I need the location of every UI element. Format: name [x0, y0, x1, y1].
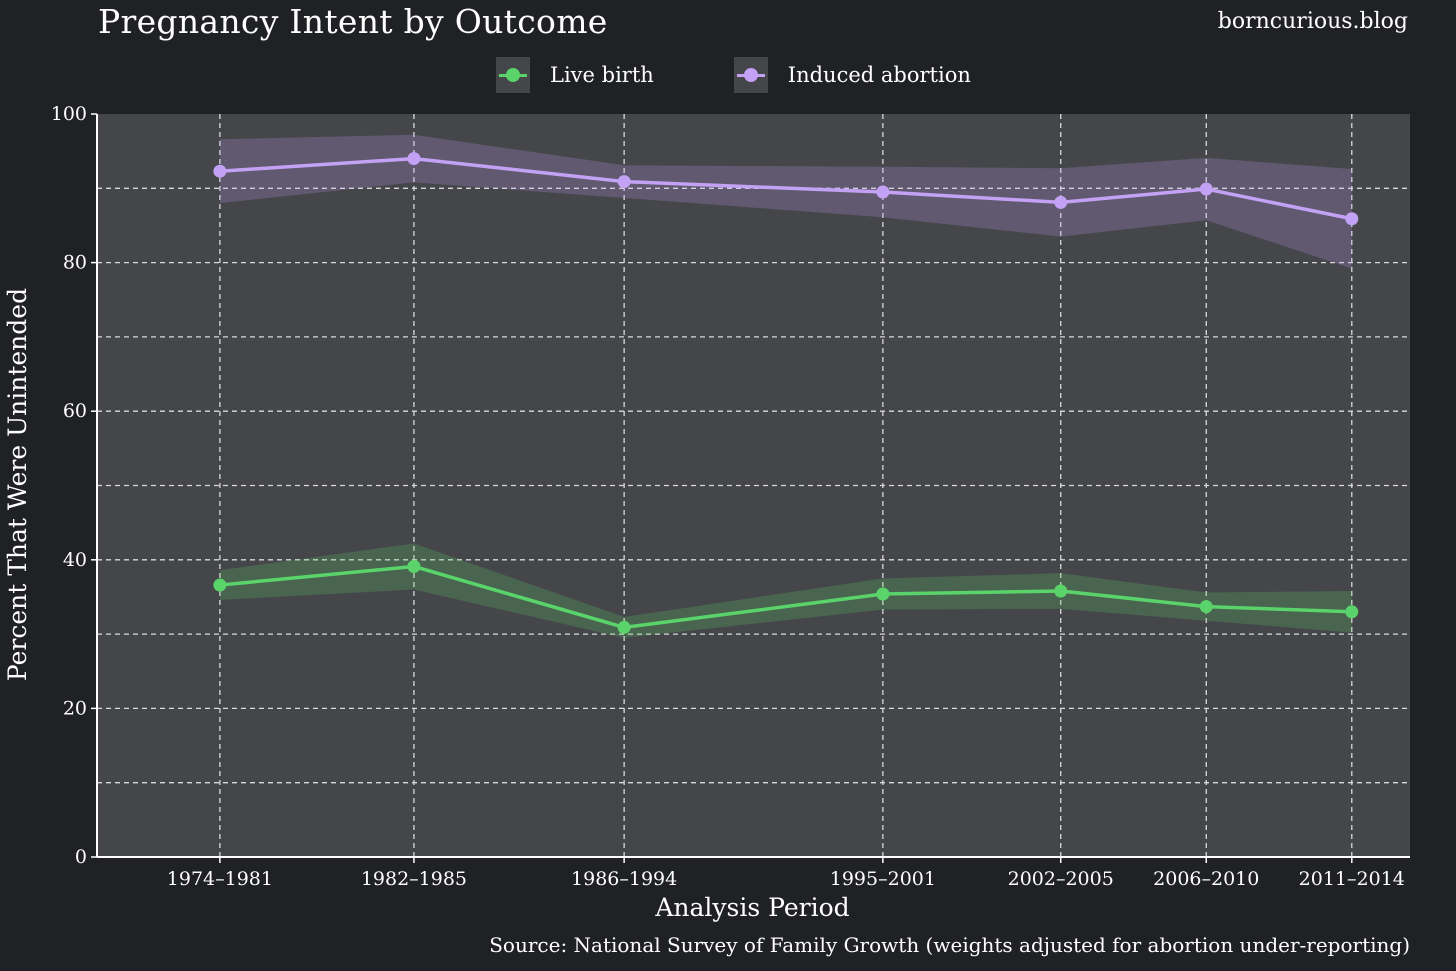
data-point-induced-abortion	[1199, 182, 1213, 196]
x-tick-label: 2011–2014	[1299, 868, 1405, 890]
x-axis-label: Analysis Period	[654, 893, 849, 922]
x-tick-label: 2002–2005	[1008, 868, 1114, 890]
source-note: Source: National Survey of Family Growth…	[489, 933, 1410, 957]
y-tick-label: 100	[51, 103, 87, 125]
data-point-live-birth	[213, 578, 227, 592]
x-tick-label: 1974–1981	[167, 868, 273, 890]
site-name: borncurious.blog	[1217, 9, 1408, 34]
chart-title: Pregnancy Intent by Outcome	[98, 2, 608, 41]
data-point-induced-abortion	[1054, 195, 1068, 209]
data-point-live-birth	[1054, 584, 1068, 598]
data-point-live-birth	[407, 559, 421, 573]
legend-key-induced-abortion	[733, 57, 768, 93]
y-tick-label: 60	[63, 400, 87, 422]
data-point-induced-abortion	[1345, 212, 1359, 226]
y-tick-label: 40	[63, 549, 87, 571]
legend-label-induced-abortion: Induced abortion	[787, 63, 971, 87]
legend-item-induced-abortion: Induced abortion	[733, 57, 971, 93]
y-tick-label: 20	[63, 697, 87, 719]
x-tick-label: 1982–1985	[361, 868, 467, 890]
data-point-live-birth	[617, 620, 631, 634]
y-tick-label: 80	[63, 252, 87, 274]
legend-key-live-birth	[496, 57, 530, 93]
data-point-induced-abortion	[876, 185, 890, 199]
data-point-induced-abortion	[407, 152, 421, 166]
y-axis-label: Percent That Were Unintended	[3, 288, 32, 681]
legend-item-live-birth: Live birth	[496, 57, 654, 93]
data-point-induced-abortion	[213, 164, 227, 178]
legend: Live birth Induced abortion	[496, 57, 971, 93]
data-point-live-birth	[1345, 605, 1359, 619]
data-point-induced-abortion	[617, 175, 631, 189]
confidence-band-live-birth	[219, 543, 1352, 638]
x-tick-label: 1986–1994	[571, 868, 677, 890]
y-tick-label: 0	[75, 846, 87, 868]
grid-lines	[97, 114, 1410, 857]
data-point-live-birth	[1199, 600, 1213, 614]
x-tick-label: 1995–2001	[830, 868, 936, 890]
series-induced-abortion	[213, 134, 1359, 269]
series-live-birth	[213, 543, 1359, 638]
legend-label-live-birth: Live birth	[550, 63, 654, 87]
data-point-live-birth	[876, 587, 890, 601]
x-tick-label: 2006–2010	[1153, 868, 1259, 890]
